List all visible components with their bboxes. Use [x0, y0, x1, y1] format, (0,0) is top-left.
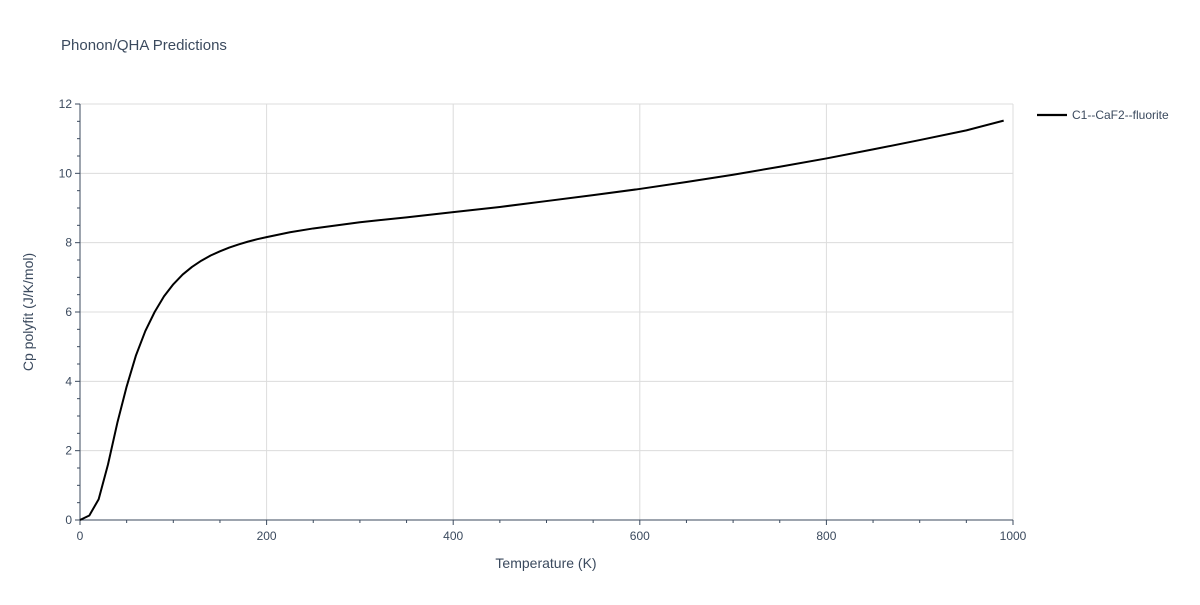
- x-tick-label: 800: [816, 529, 836, 543]
- x-tick-label: 400: [443, 529, 463, 543]
- x-axis-title: Temperature (K): [495, 555, 596, 571]
- legend[interactable]: C1--CaF2--fluorite: [1037, 108, 1169, 122]
- y-tick-label: 4: [65, 374, 72, 388]
- y-tick-label: 12: [59, 97, 73, 111]
- y-tick-label: 10: [59, 166, 73, 180]
- y-tick-label: 6: [65, 305, 72, 319]
- grid-layer: [80, 103, 1014, 520]
- series-line[interactable]: [79, 119, 1004, 521]
- y-tick-label: 8: [65, 236, 72, 250]
- x-tick-label: 200: [257, 529, 277, 543]
- legend-label: C1--CaF2--fluorite: [1072, 108, 1169, 122]
- y-tick-label: 2: [65, 444, 72, 458]
- series-layer: [79, 119, 1004, 521]
- axes-layer: 0 200 400 600 800 1000 0 2 4 6 8 10 12: [59, 97, 1027, 543]
- x-tick-label: 1000: [1000, 529, 1027, 543]
- chart-title: Phonon/QHA Predictions: [61, 37, 227, 54]
- y-axis-title: Cp polyfit (J/K/mol): [20, 253, 36, 371]
- x-tick-label: 0: [77, 529, 84, 543]
- y-tick-label: 0: [65, 513, 72, 527]
- x-tick-label: 600: [630, 529, 650, 543]
